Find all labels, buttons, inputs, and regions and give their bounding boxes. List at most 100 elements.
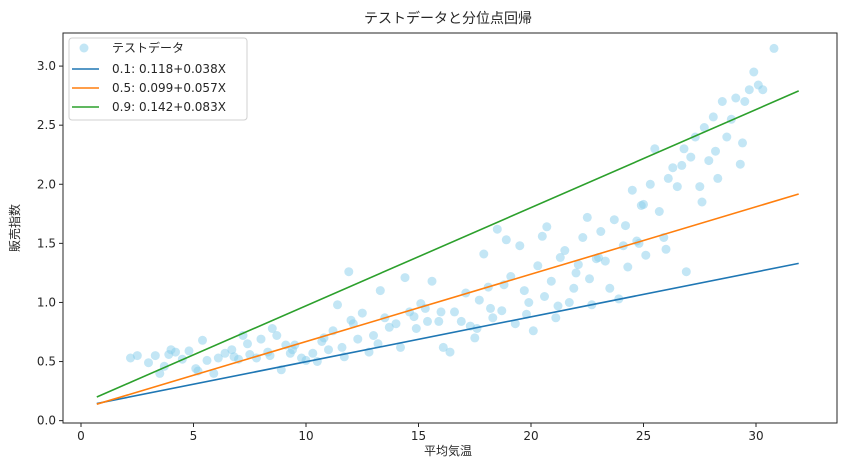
scatter-point	[373, 339, 383, 349]
quantile-line-q09	[96, 90, 800, 398]
scatter-point	[515, 241, 525, 251]
scatter-point	[227, 345, 237, 355]
scatter-point	[375, 286, 385, 296]
x-tick-label: 20	[523, 429, 538, 443]
scatter-point	[645, 179, 655, 189]
scatter-point	[738, 138, 747, 148]
y-tick-label: 1.0	[37, 295, 56, 309]
scatter-point	[560, 246, 570, 255]
scatter-point	[596, 227, 606, 236]
scatter-point	[288, 345, 297, 355]
scatter-point	[479, 249, 489, 259]
scatter-point	[436, 307, 446, 317]
y-tick-label: 0.5	[37, 355, 56, 369]
scatter-point	[528, 326, 538, 336]
scatter-point	[308, 348, 318, 358]
scatter-point	[686, 152, 696, 162]
scatter-point	[229, 352, 239, 362]
scatter-point	[650, 144, 660, 154]
legend-label-q09: 0.9: 0.142+0.083X	[112, 100, 226, 114]
scatter-point	[369, 331, 378, 340]
scatter-point	[769, 43, 779, 53]
legend-label-q05: 0.5: 0.099+0.057X	[112, 81, 226, 95]
scatter-point	[272, 331, 282, 340]
scatter-point	[519, 286, 529, 296]
scatter-point	[744, 85, 754, 95]
scatter-point	[132, 351, 142, 361]
scatter-point	[553, 301, 563, 311]
y-tick-label: 1.5	[37, 236, 56, 250]
scatter-point	[470, 333, 480, 343]
scatter-point	[585, 274, 594, 284]
legend-box	[68, 37, 248, 121]
scatter-point	[497, 306, 507, 316]
scatter-point	[243, 339, 252, 349]
scatter-point	[456, 316, 466, 326]
scatter-point	[445, 347, 455, 357]
scatter-point	[679, 144, 689, 154]
scatter-point	[450, 307, 459, 317]
scatter-point	[722, 132, 732, 142]
scatter-point	[384, 322, 394, 332]
y-axis-label: 販売指数	[7, 204, 22, 252]
scatter-point	[731, 93, 741, 103]
scatter-point	[749, 67, 759, 77]
scatter-point	[213, 353, 223, 363]
scatter-point	[699, 123, 709, 132]
scatter-point	[711, 146, 720, 156]
scatter-point	[245, 350, 255, 359]
scatter-point	[546, 276, 556, 286]
scatter-point	[609, 215, 619, 225]
scatter-point	[220, 348, 230, 358]
scatter-point	[411, 324, 421, 333]
scatter-point	[639, 199, 648, 209]
scatter-point	[357, 308, 367, 318]
scatter-point	[661, 244, 671, 254]
scatter-point	[400, 273, 410, 283]
scatter-point	[668, 163, 678, 173]
y-tick-label: 2.0	[37, 177, 56, 191]
scatter-point	[396, 342, 405, 352]
scatter-point	[533, 261, 543, 271]
scatter-point	[704, 156, 714, 166]
scatter-point	[238, 331, 248, 340]
scatter-point	[209, 368, 219, 378]
scatter-point	[621, 221, 630, 231]
scatter-point	[627, 185, 637, 195]
scatter-point	[346, 315, 356, 325]
scatter-point	[717, 97, 727, 106]
y-axis: 0.0 0.5 1.0 1.5 2.0 2.5 3.0	[37, 59, 63, 428]
scatter-point	[353, 334, 363, 344]
x-tick-label: 0	[77, 429, 85, 443]
scatter-point	[564, 298, 574, 307]
scatter-point	[641, 250, 651, 260]
scatter-point	[198, 335, 207, 345]
scatter-point	[582, 212, 592, 222]
scatter-point	[573, 260, 583, 270]
scatter-point	[267, 324, 277, 333]
scatter-point	[150, 351, 160, 361]
scatter-point	[758, 85, 768, 95]
x-tick-label: 30	[748, 429, 763, 443]
quantile-line-q01	[96, 262, 799, 405]
scatter-point	[605, 283, 615, 293]
x-axis: 0 5 10 15 20 25 30	[77, 423, 764, 443]
scatter-point	[542, 222, 552, 232]
scatter-point	[337, 342, 347, 352]
scatter-point	[501, 235, 511, 245]
legend: テストデータ 0.1: 0.118+0.038X 0.5: 0.099+0.05…	[68, 37, 248, 121]
scatter-point	[681, 267, 691, 277]
y-tick-label: 0.0	[37, 414, 56, 428]
x-tick-label: 25	[636, 429, 651, 443]
scatter-point	[654, 207, 664, 216]
scatter-point	[600, 256, 610, 266]
scatter-point	[695, 182, 705, 192]
scatter-point	[423, 316, 432, 326]
lines-layer	[96, 90, 800, 405]
scatter-point	[472, 324, 482, 333]
scatter-point	[486, 303, 495, 313]
scatter-point	[434, 316, 444, 326]
scatter-point	[555, 253, 565, 262]
scatter-point	[735, 159, 745, 169]
